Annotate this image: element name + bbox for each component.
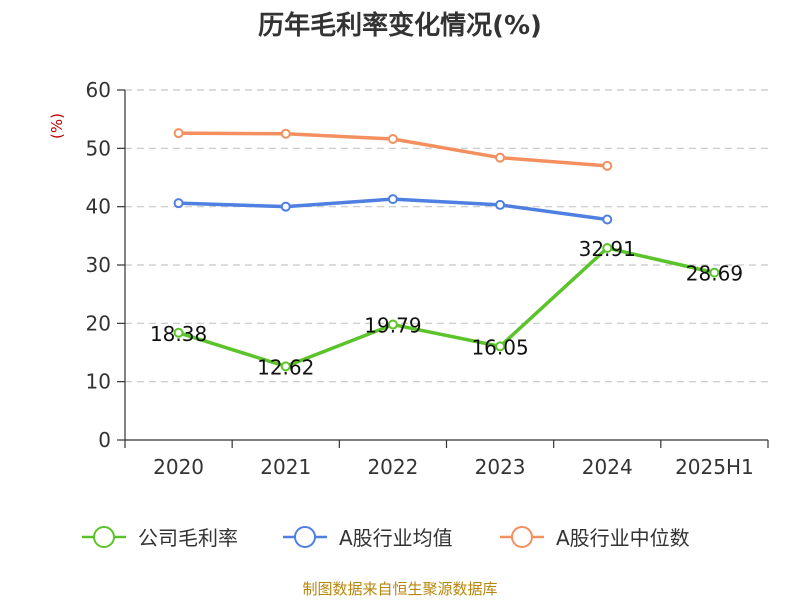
x-tick-label: 2025H1 [675,455,754,479]
y-tick-label: 30 [86,253,111,277]
y-tick-label: 20 [86,311,111,335]
data-label: 28.69 [686,262,743,286]
data-point [280,361,291,372]
y-tick-label: 60 [86,78,111,102]
data-point [387,319,398,330]
data-point [173,198,184,209]
legend-label: A股行业中位数 [556,526,690,550]
data-point [495,341,506,352]
y-tick-label: 10 [86,370,111,394]
data-label: 32.91 [579,237,636,261]
data-point [602,160,613,171]
series-lines [173,128,720,372]
data-point [173,327,184,338]
data-point [280,128,291,139]
legend: 公司毛利率 A股行业均值 A股行业中位数 [82,526,690,550]
source-note: 制图数据来自恒生聚源数据库 [302,580,497,598]
data-point [387,194,398,205]
data-point [495,152,506,163]
legend-marker [511,526,533,548]
legend-marker [93,526,115,548]
data-labels: 18.38 12.62 19.79 16.05 32.91 28.69 [150,237,743,379]
data-point [602,243,613,254]
axes: 0 10 20 30 40 50 60 2020 2021 2022 2023 2024 2025H1 [86,78,769,479]
chart-title: 历年毛利率变化情况(%) [258,10,542,41]
data-point [495,199,506,210]
y-tick-label: 0 [98,428,111,452]
data-point [602,214,613,225]
data-label: 19.79 [364,314,421,338]
y-tick-label: 50 [86,136,111,160]
x-tick-label: 2022 [367,455,418,479]
legend-marker [294,526,316,548]
x-tick-label: 2020 [153,455,204,479]
y-tick-label: 40 [86,195,111,219]
data-label: 18.38 [150,322,207,346]
x-tick-label: 2021 [260,455,311,479]
data-label: 12.62 [257,355,314,379]
data-point [173,128,184,139]
data-point [280,201,291,212]
data-point [709,267,720,278]
x-tick-label: 2024 [582,455,633,479]
x-tick-label: 2023 [475,455,526,479]
legend-label: 公司毛利率 [138,526,238,550]
data-label: 16.05 [471,335,528,359]
legend-label: A股行业均值 [339,526,453,550]
data-point [387,134,398,144]
series-line [178,246,715,369]
y-axis-unit-label: (%) [48,113,66,139]
